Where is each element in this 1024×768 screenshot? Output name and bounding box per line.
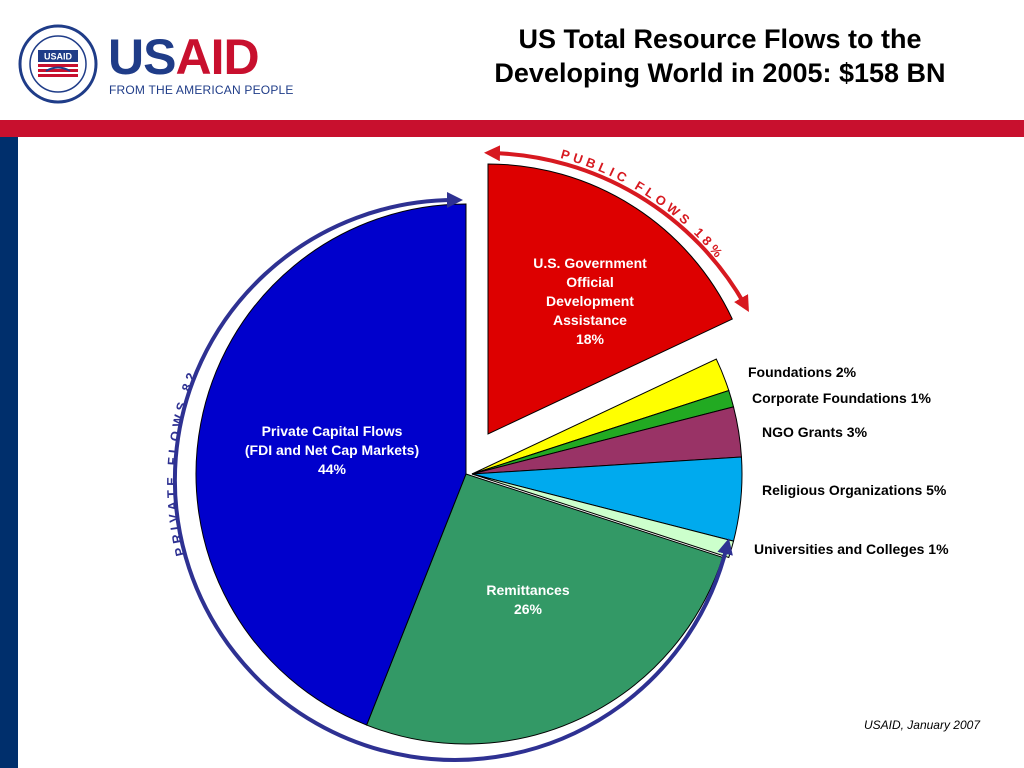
- slice-label-line: Development: [546, 293, 634, 309]
- slice-label-line: Corporate Foundations 1%: [752, 390, 931, 406]
- slice-label-line: Official: [566, 274, 613, 290]
- source-note: USAID, January 2007: [863, 718, 980, 732]
- slice-label-line: NGO Grants 3%: [762, 424, 868, 440]
- slice-label-private-capital-flows-fdi-and-net-cap-markets: Private Capital Flows (FDI and Net Cap Ma…: [245, 423, 419, 477]
- slice-label-line: 18%: [576, 331, 605, 347]
- slice-label-line: Foundations 2%: [748, 364, 857, 380]
- slice-label-line: Universities and Colleges 1%: [754, 541, 949, 557]
- slice-label-line: (FDI and Net Cap Markets): [245, 442, 419, 458]
- slice-label-corporate-foundations: Corporate Foundations 1%: [752, 390, 931, 406]
- seal-badge-text: USAID: [44, 52, 73, 62]
- slice-label-line: U.S. Government: [533, 255, 647, 271]
- slice-label-religious-organizations: Religious Organizations 5%: [762, 482, 947, 498]
- slice-label-line: 26%: [514, 601, 543, 617]
- slice-label-line: Private Capital Flows: [262, 423, 403, 439]
- header-red-band: [0, 120, 1024, 137]
- wordmark-us: US: [108, 29, 176, 85]
- logo-tagline: FROM THE AMERICAN PEOPLE: [109, 83, 294, 97]
- private-flows-arc: [172, 192, 733, 762]
- slide-header: USAID USAID FROM THE AMERICAN PEOPLE US …: [0, 0, 1024, 120]
- usaid-seal-icon: USAID: [18, 24, 98, 104]
- title-line-2: Developing World in 2005: $158 BN: [494, 58, 946, 88]
- public-flows-arc: [484, 145, 749, 312]
- slice-label-ngo-grants: NGO Grants 3%: [762, 424, 868, 440]
- slice-label-line: 44%: [318, 461, 347, 477]
- usaid-logo: USAID USAID FROM THE AMERICAN PEOPLE: [18, 20, 318, 110]
- slide-title: US Total Resource Flows to the Developin…: [440, 22, 1000, 90]
- slice-label-line: Remittances: [486, 582, 569, 598]
- slice-label-line: Religious Organizations 5%: [762, 482, 947, 498]
- slice-label-line: Assistance: [553, 312, 627, 328]
- slice-label-universities-and-colleges: Universities and Colleges 1%: [754, 541, 949, 557]
- slice-private-capital-flows-fdi-and-net-cap-markets: [195, 203, 467, 726]
- slice-label-foundations: Foundations 2%: [748, 364, 857, 380]
- private-flows-label: PRIVATE FLOWS 82%: [0, 0, 200, 558]
- usaid-wordmark: USAID: [108, 29, 260, 85]
- slice-label-remittances: Remittances 26%: [486, 582, 569, 617]
- private-flows-label-path: PRIVATE FLOWS 82%: [0, 0, 196, 558]
- title-line-1: US Total Resource Flows to the: [518, 24, 922, 54]
- wordmark-aid: AID: [175, 29, 259, 85]
- left-navy-bar: [0, 137, 18, 768]
